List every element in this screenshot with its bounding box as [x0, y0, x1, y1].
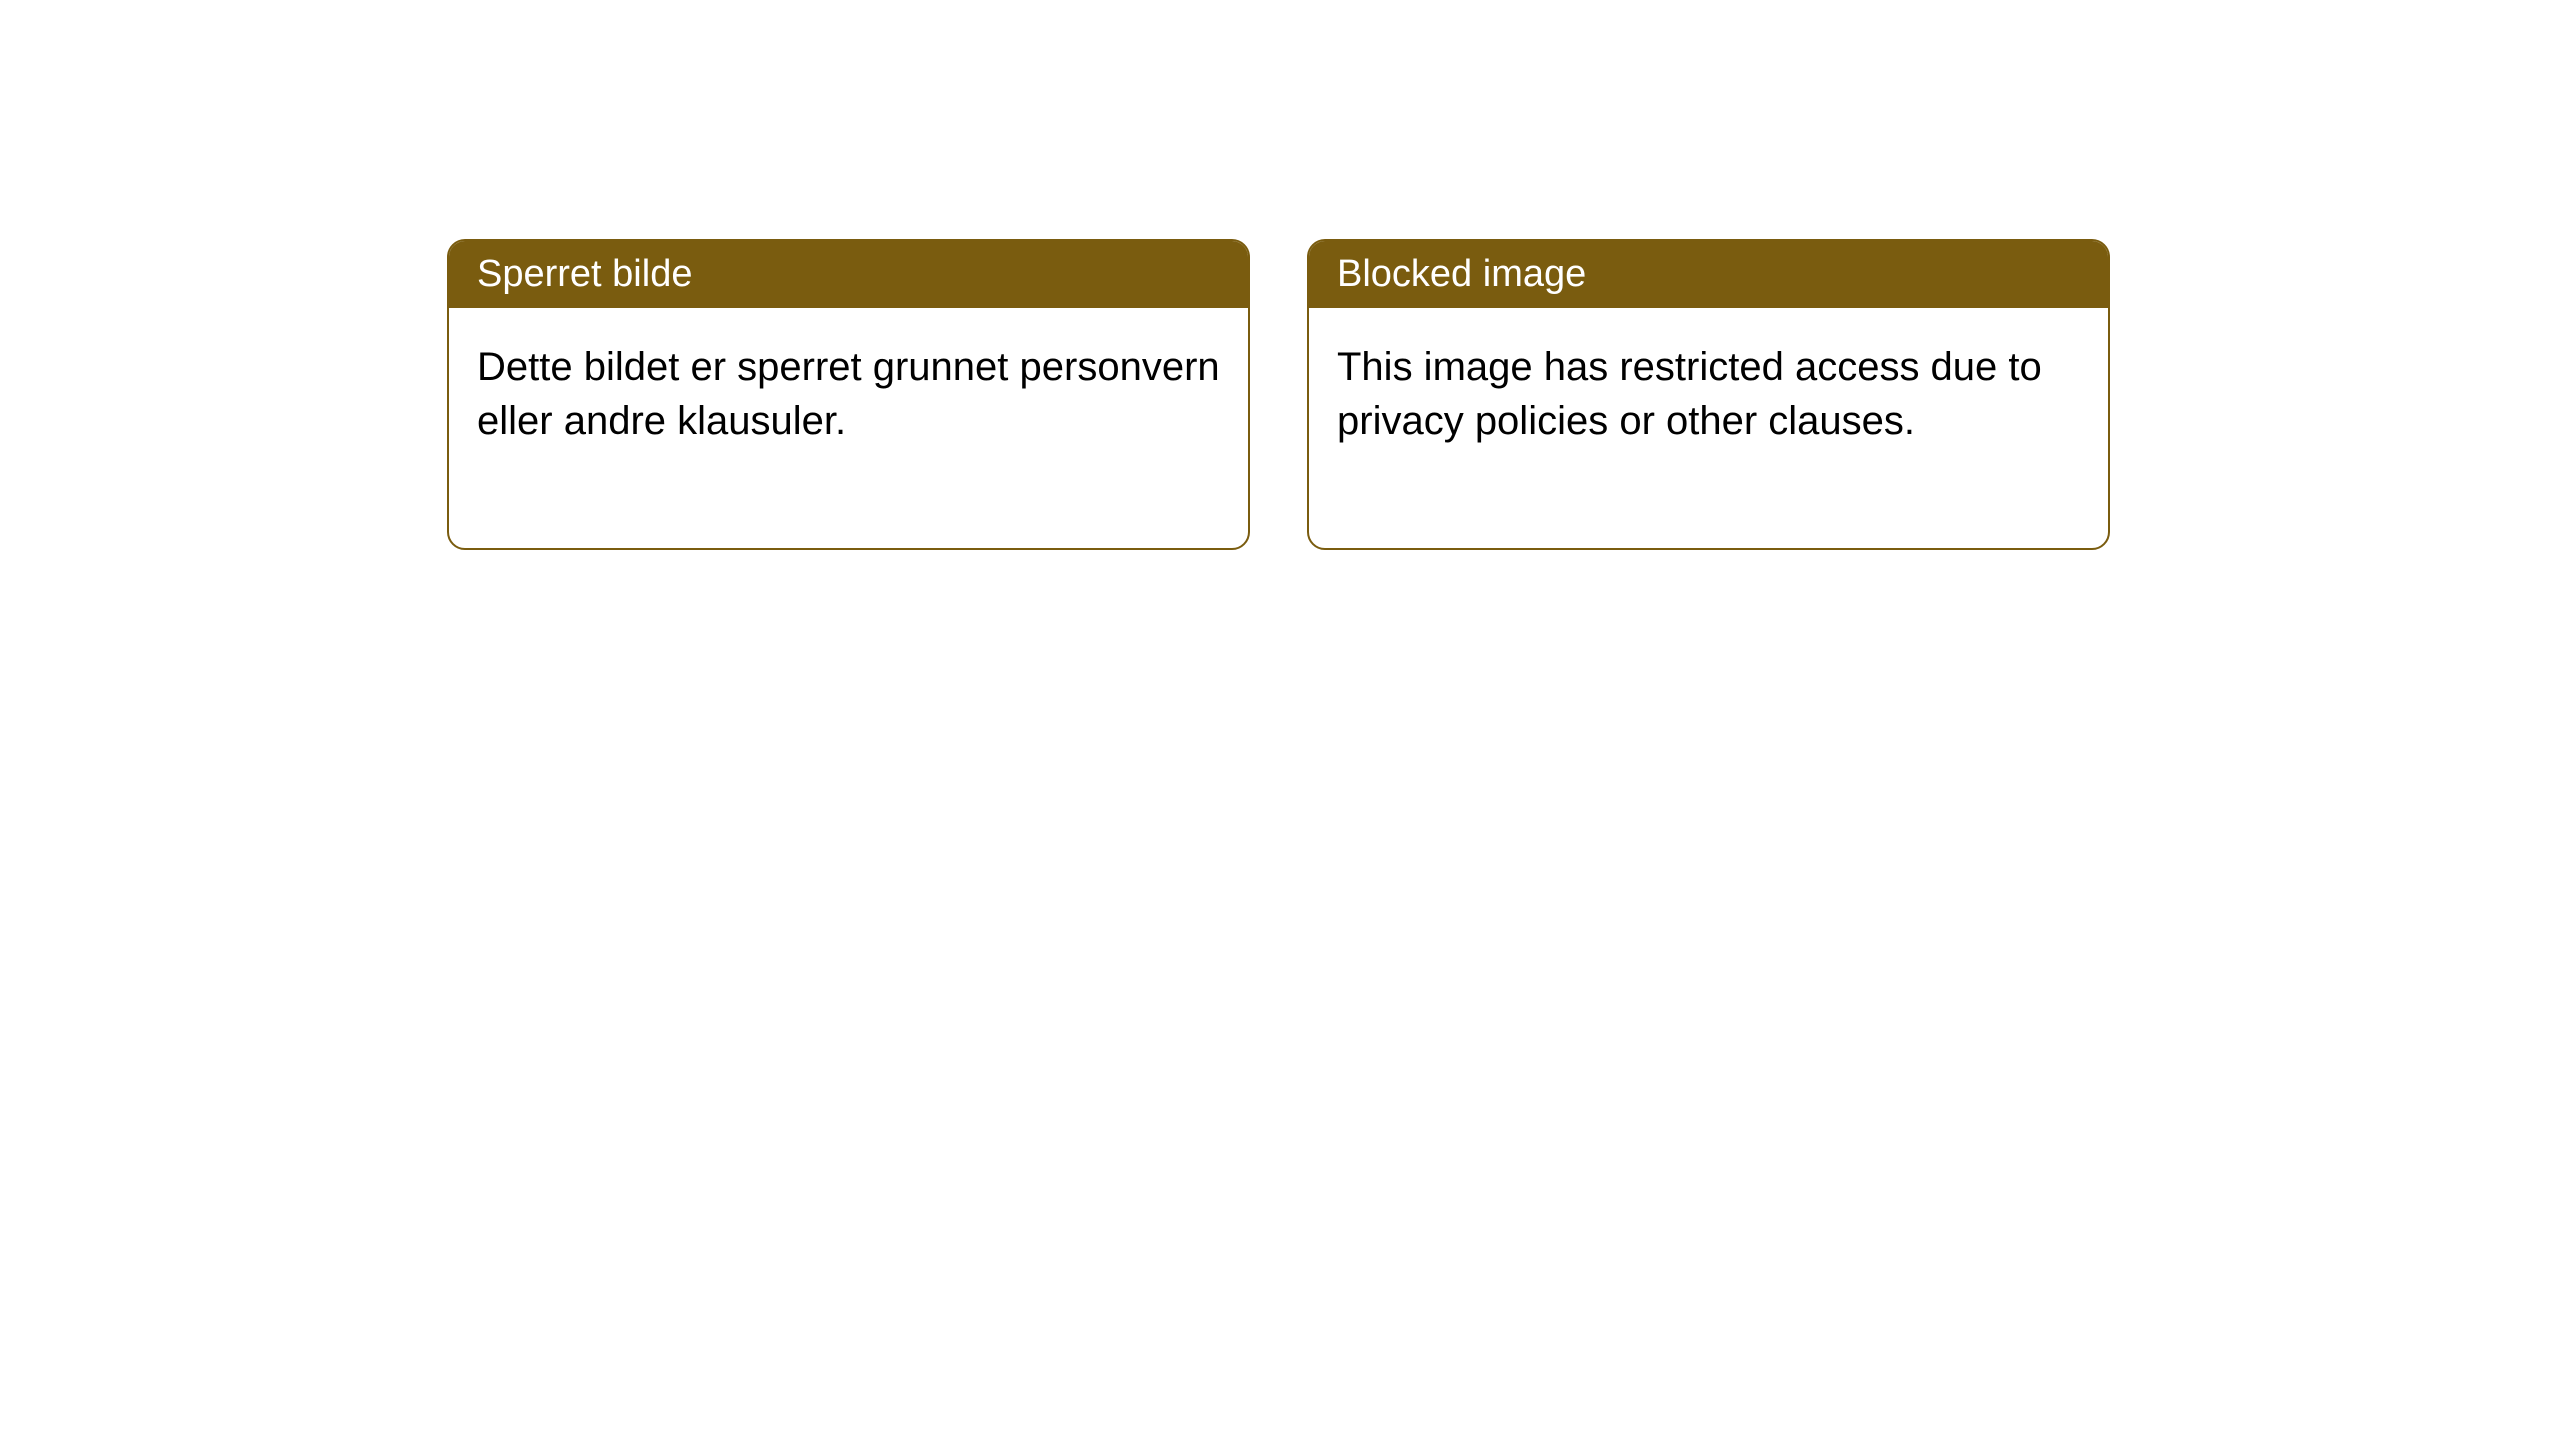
notice-body: Dette bildet er sperret grunnet personve… — [449, 308, 1248, 548]
notice-card-norwegian: Sperret bilde Dette bildet er sperret gr… — [447, 239, 1250, 550]
notice-card-english: Blocked image This image has restricted … — [1307, 239, 2110, 550]
notice-container: Sperret bilde Dette bildet er sperret gr… — [447, 239, 2110, 550]
notice-header: Blocked image — [1309, 241, 2108, 308]
notice-body: This image has restricted access due to … — [1309, 308, 2108, 548]
notice-header: Sperret bilde — [449, 241, 1248, 308]
